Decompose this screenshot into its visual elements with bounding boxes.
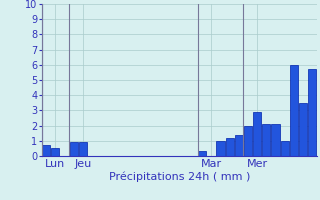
Bar bbox=[271, 124, 280, 156]
Bar bbox=[198, 151, 206, 156]
Bar bbox=[281, 141, 289, 156]
Bar bbox=[216, 141, 225, 156]
Bar bbox=[262, 124, 270, 156]
Bar bbox=[244, 126, 252, 156]
X-axis label: Précipitations 24h ( mm ): Précipitations 24h ( mm ) bbox=[108, 172, 250, 182]
Bar bbox=[308, 69, 316, 156]
Bar bbox=[299, 103, 307, 156]
Bar bbox=[79, 142, 87, 156]
Bar bbox=[42, 145, 50, 156]
Bar bbox=[253, 112, 261, 156]
Bar bbox=[290, 65, 298, 156]
Bar bbox=[226, 138, 234, 156]
Bar bbox=[51, 148, 60, 156]
Bar bbox=[69, 142, 78, 156]
Bar bbox=[235, 135, 243, 156]
